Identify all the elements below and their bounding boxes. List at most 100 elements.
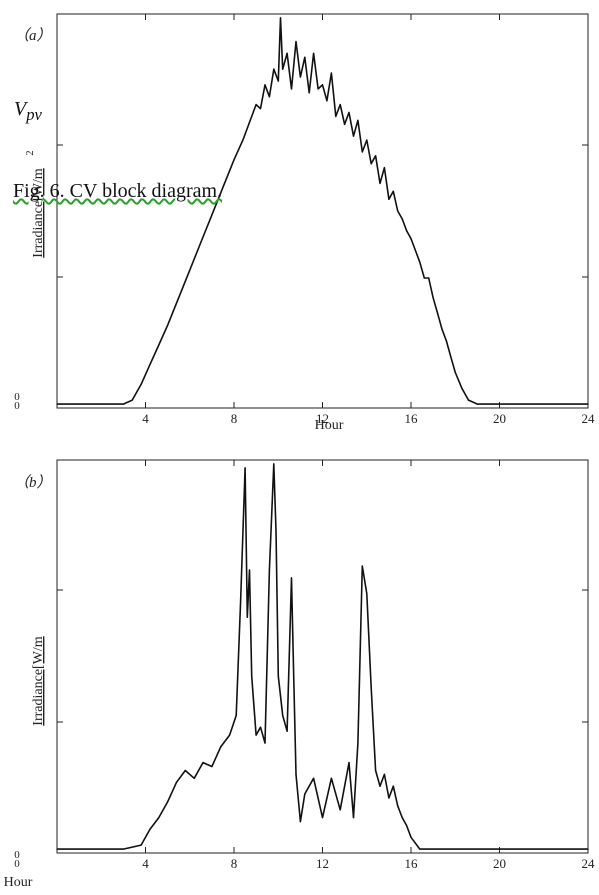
panel-a-data-point: [441, 328, 443, 330]
panel-b-data-point: [158, 817, 160, 819]
panel-b-data-point: [167, 801, 169, 803]
panel-a-label: （a）: [14, 27, 52, 44]
panel-a-data-point: [344, 123, 346, 125]
panel-b-data-point: [352, 817, 355, 819]
panel-a-plot-frame: [56, 13, 589, 409]
panel-b-data-point: [379, 785, 381, 787]
panel-b-data-point: [211, 765, 213, 768]
panel-a-data-point: [410, 238, 412, 240]
panel-b-data-point: [330, 777, 332, 779]
panel-a-data-point: [286, 52, 288, 55]
panel-a-data-point: [211, 214, 213, 216]
panel-b-data-point: [339, 809, 341, 811]
panel-a-data-point: [352, 135, 355, 137]
panel-a-data-point: [279, 17, 282, 19]
panel-a-data-point: [255, 104, 257, 106]
panel-b-data-point: [432, 848, 434, 850]
vpv-sub: pv: [26, 105, 42, 124]
panel-a-data-point: [379, 182, 381, 184]
panel-b-data-point: [286, 730, 288, 732]
panel-a-data-point: [335, 115, 337, 117]
panel-b-data-point: [357, 742, 359, 744]
panel-a-x-tick-label: 24: [582, 411, 596, 426]
panel-a-data-point: [149, 364, 151, 366]
panel-b-data-point: [419, 848, 421, 850]
panel-a-data-point: [282, 68, 284, 70]
panel-b-data-point: [383, 773, 385, 776]
panel-b-data-point: [248, 569, 251, 571]
panel-b-data-point: [235, 714, 237, 717]
panel-a-data-point: [317, 88, 319, 90]
panel-b-data-point: [259, 726, 262, 728]
panel-b-x-tick-label: 16: [405, 856, 419, 871]
panel-b-data-point: [184, 769, 186, 772]
panel-a-data-point: [242, 139, 244, 141]
panel-b-series-line: [57, 463, 588, 850]
panel-a-data-point: [313, 52, 315, 55]
panel-a-data-point: [233, 159, 235, 161]
panel-b-data-point: [293, 675, 295, 677]
panel-a-data-point: [454, 371, 456, 374]
panel-a-x-axis-label: Hour: [315, 418, 344, 433]
panel-b-data-point: [366, 593, 368, 595]
panel-a-data-point: [370, 163, 372, 165]
panel-a-data-point: [437, 312, 439, 314]
vpv-label: Vpv: [14, 98, 42, 125]
panel-b-data-point: [388, 797, 390, 799]
panel-a-data-point: [461, 387, 463, 389]
panel-b-data-point: [78, 848, 80, 850]
panel-b-y-tick-label: 0: [14, 849, 20, 861]
panel-b-data-point: [587, 848, 589, 850]
panel-a-data-point: [339, 104, 341, 106]
panel-a-data-point: [131, 399, 133, 401]
panel-a-data-point: [467, 399, 470, 401]
panel-a-data-point: [423, 277, 425, 279]
panel-a-data-point: [277, 80, 279, 82]
panel-a-data-point: [388, 198, 390, 200]
panel-b-data-point: [251, 675, 253, 677]
panel-a-data-point: [295, 41, 297, 43]
panel-b-data-point: [299, 821, 301, 823]
figure-caption-text: Fig. 6. CV block diagram.: [13, 180, 223, 202]
panel-b-y-tick-label: 0: [14, 858, 20, 870]
panel-a-x-tick-label: 20: [493, 411, 506, 426]
panel-b-data-point: [240, 600, 242, 603]
panel-a-x-tick-label: 8: [231, 411, 238, 426]
panel-b-data-point: [229, 734, 231, 736]
panel-b-x-tick-label: 12: [316, 856, 329, 871]
panel-b-data-point: [290, 577, 293, 579]
panel-b-data-point: [282, 714, 284, 717]
panel-b-data-point: [202, 762, 204, 764]
figure-caption: Fig. 6. CV block diagram.: [13, 180, 222, 203]
panel-a-data-point: [56, 403, 58, 405]
panel-a-data-point: [299, 76, 301, 78]
panel-a-data-point: [122, 403, 124, 405]
panel-a-data-point: [178, 297, 180, 299]
panel-a-data-point: [476, 403, 478, 405]
panel-a-data-point: [264, 84, 266, 86]
panel-b-x-axis-label: Hour: [4, 875, 33, 890]
panel-b-data-point: [401, 817, 403, 819]
panel-a-data-point: [419, 261, 421, 263]
panel-b-data-point: [406, 824, 408, 827]
panel-a-data-point: [273, 68, 275, 70]
panel-a-data-point: [401, 218, 403, 220]
panel-a-data-point: [375, 155, 377, 157]
panel-a-y-tick-label: 0: [14, 391, 20, 403]
panel-a-data-point: [587, 403, 589, 405]
panel-a-x-tick-label: 12: [316, 411, 329, 426]
panel-a-x-tick-label: 16: [405, 411, 419, 426]
panel-a-data-point: [366, 139, 368, 141]
panel-a-data-point: [321, 84, 324, 86]
panel-a-data-point: [222, 186, 224, 188]
panel-a-data-point: [140, 383, 142, 385]
panel-a-data-point: [290, 88, 293, 90]
panel-a-data-point: [308, 92, 310, 94]
panel-b-data-point: [392, 785, 394, 787]
panel-a-data-point: [326, 100, 328, 102]
panel-b-data-point: [397, 805, 399, 807]
panel-b-data-point: [193, 777, 195, 779]
panel-a-data-point: [406, 230, 408, 232]
panel-b-data-point: [149, 828, 151, 831]
